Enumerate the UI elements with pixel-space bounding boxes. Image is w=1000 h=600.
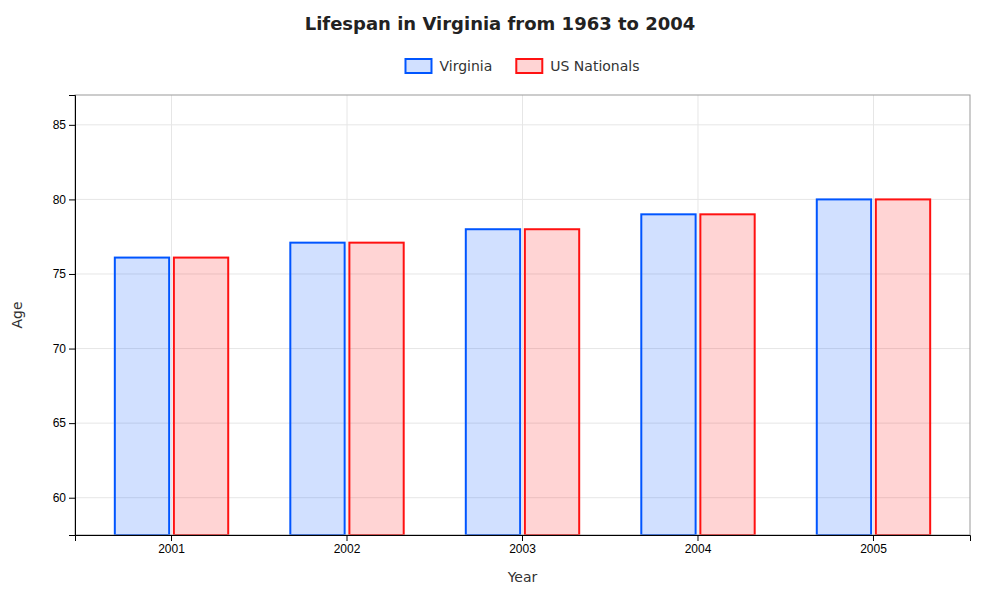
bar [290, 243, 344, 535]
bar [349, 243, 403, 535]
title: Lifespan in Virginia from 1963 to 2004 [305, 13, 696, 34]
tick: 2001 [158, 535, 185, 556]
bar [466, 229, 520, 535]
series [174, 199, 930, 535]
bar [817, 199, 871, 535]
tick-mark [171, 535, 172, 541]
bar [115, 258, 169, 535]
tick-label: 80 [53, 193, 67, 207]
tick: 65 [53, 416, 75, 430]
y-axis-title: Age [9, 301, 25, 328]
tick: 80 [53, 193, 75, 207]
tick-label: 75 [53, 267, 67, 281]
tick-mark [522, 535, 523, 541]
axis-domain [76, 536, 971, 542]
tick-mark [69, 349, 75, 350]
legend-item: Virginia [405, 58, 492, 74]
tick-label: 85 [53, 118, 67, 132]
x-axis-title: Year [507, 569, 538, 585]
tick-label: 2003 [509, 542, 536, 556]
tick: 2003 [509, 535, 536, 556]
series [115, 199, 871, 535]
grid [75, 95, 970, 535]
tick-label: 2002 [334, 542, 361, 556]
tick: 75 [53, 267, 75, 281]
tick: 2005 [860, 535, 887, 556]
bar [876, 199, 930, 535]
tick-mark [697, 535, 698, 541]
tick-mark [347, 535, 348, 541]
tick-label: 2001 [158, 542, 185, 556]
tick-label: 2004 [685, 542, 712, 556]
grid-line-x [697, 95, 698, 535]
tick-mark [69, 274, 75, 275]
legend-label: US Nationals [550, 58, 639, 74]
tick: 60 [53, 491, 75, 505]
x-axis: 2001 2002 2003 2004 2005 [76, 535, 971, 556]
bar [700, 214, 754, 535]
legend-item: US Nationals [516, 58, 639, 74]
legend: Virginia US Nationals [405, 58, 639, 74]
bar [641, 214, 695, 535]
tick-label: 65 [53, 416, 67, 430]
grid-line-x [873, 95, 874, 535]
y-axis: 60 65 70 75 80 85 [53, 96, 76, 536]
tick-label: 60 [53, 491, 67, 505]
tick: 2002 [334, 535, 361, 556]
bar [525, 229, 579, 535]
tick-label: 2005 [860, 542, 887, 556]
legend-swatch [516, 59, 542, 73]
grid-line-x [347, 95, 348, 535]
tick: 2004 [685, 535, 712, 556]
plot-frame [75, 95, 970, 535]
axis-domain [69, 96, 76, 536]
tick-mark [69, 199, 75, 200]
chart: 60 65 70 75 80 85 2001 2002 2003 2004 2005 Year Age L… [0, 0, 1000, 600]
tick-mark [873, 535, 874, 541]
legend-label: Virginia [439, 58, 492, 74]
bars [115, 199, 930, 535]
grid-line-x [171, 95, 172, 535]
tick-mark [69, 423, 75, 424]
tick: 85 [53, 118, 75, 132]
plot-area: 60 65 70 75 80 85 2001 2002 2003 2004 2005 [53, 95, 971, 556]
tick-label: 70 [53, 342, 67, 356]
legend-swatch [405, 59, 431, 73]
tick-mark [69, 498, 75, 499]
grid-line-x [522, 95, 523, 535]
bar [174, 258, 228, 535]
tick-mark [69, 125, 75, 126]
tick: 70 [53, 342, 75, 356]
